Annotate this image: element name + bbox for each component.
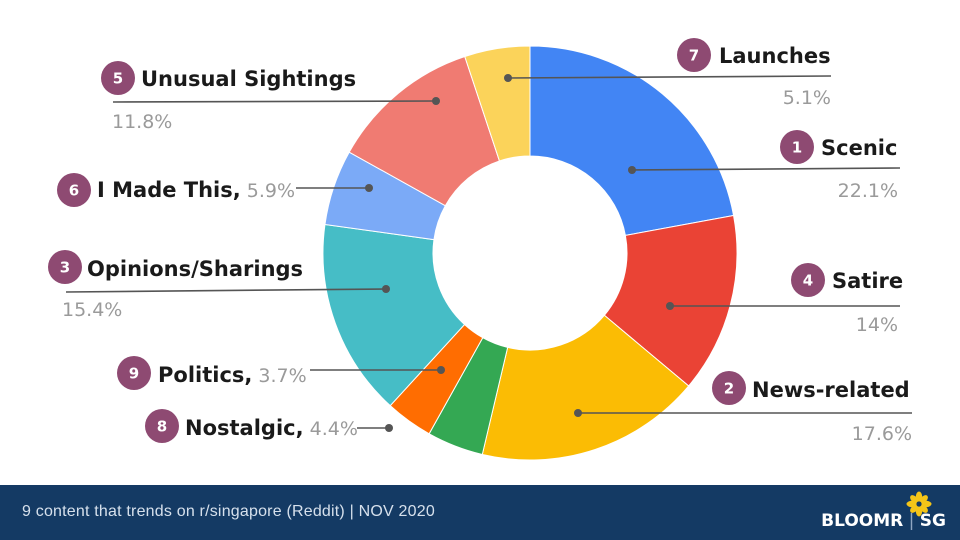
slice-satire [603,214,738,387]
rank-number-scenic: 1 [792,139,802,157]
slice-launches [464,45,531,162]
label-politics: Politics, 3.7% [158,363,307,387]
rank-number-satire: 4 [803,272,813,290]
brand-suffix: SG [919,511,946,531]
label-news-related: News-related [752,378,910,402]
label-name-scenic: Scenic [821,136,897,160]
rank-badge-unusual-sightings [101,61,135,95]
leader-line-unusual-sightings [112,100,437,103]
leader-dot-satire [666,302,674,310]
label-name-news-related: News-related [752,378,910,402]
label-pct-opinions-sharings: 15.4% [62,299,122,321]
leader-line-opinions-sharings [65,288,387,293]
footer-caption: 9 content that trends on r/singapore (Re… [22,503,435,520]
label-pct-news-related: 17.6% [852,423,912,445]
brand-wordmark: BLOOMR | SG [821,511,946,531]
rank-number-i-made-this: 6 [69,182,79,200]
label-name-i-made-this: I Made This, [97,178,241,202]
label-name-nostalgic: Nostalgic, [185,416,304,440]
label-pct-launches: 5.1% [783,87,831,109]
slice-labels: 7 Launches 5.1% 1 Scenic 22.1% 4 Satire 14% 2 News… [48,38,912,445]
label-name-unusual-sightings: Unusual Sightings [141,67,356,91]
label-pct-satire: 14% [856,314,898,336]
leader-dot-nostalgic [385,424,393,432]
label-pct-nostalgic: 4.4% [304,418,358,440]
rank-badge-satire [791,263,825,297]
label-name-satire: Satire [832,269,903,293]
rank-badge-i-made-this [57,173,91,207]
label-launches: Launches [719,44,831,68]
leader-dot-opinions-sharings [382,285,390,293]
label-satire: Satire [832,269,903,293]
brand-divider: | [903,511,920,531]
label-opinions-sharings: Opinions/Sharings [87,257,303,281]
rank-number-launches: 7 [689,47,699,65]
rank-badge-opinions-sharings [48,250,82,284]
leader-dot-i-made-this [365,184,373,192]
leader-dot-scenic [628,166,636,174]
label-name-opinions-sharings: Opinions/Sharings [87,257,303,281]
flower-icon [906,491,932,517]
label-i-made-this: I Made This, 5.9% [97,178,295,202]
rank-badge-news-related [712,371,746,405]
rank-number-unusual-sightings: 5 [113,70,123,88]
label-scenic: Scenic [821,136,897,160]
leader-dot-launches [504,74,512,82]
slice-scenic [529,45,735,237]
leader-lines [65,74,912,432]
label-unusual-sightings: Unusual Sightings [141,67,356,91]
donut-slices [322,45,738,461]
leader-dot-politics [437,366,445,374]
rank-number-nostalgic: 8 [157,418,167,436]
rank-number-politics: 9 [129,365,139,383]
leader-line-launches [507,75,832,79]
label-pct-i-made-this: 5.9% [241,180,295,202]
label-name-launches: Launches [719,44,831,68]
label-nostalgic: Nostalgic, 4.4% [185,416,358,440]
rank-badge-launches [677,38,711,72]
slice-opinions-sharings [322,223,466,407]
label-pct-unusual-sightings: 11.8% [112,111,172,133]
label-name-politics: Politics, [158,363,252,387]
rank-number-news-related: 2 [724,380,734,398]
leader-line-scenic [631,167,901,171]
rank-badge-scenic [780,130,814,164]
leader-dot-unusual-sightings [432,97,440,105]
brand-logo: BLOOMR | SG [821,491,946,537]
leader-dot-news-related [574,409,582,417]
rank-number-opinions-sharings: 3 [60,259,70,277]
slice-news-related [481,314,690,461]
rank-badge-nostalgic [145,409,179,443]
label-pct-scenic: 22.1% [838,180,898,202]
rank-badge-politics [117,356,151,390]
brand-name: BLOOMR [821,511,904,531]
label-pct-politics: 3.7% [252,365,306,387]
footer-bar: 9 content that trends on r/singapore (Re… [0,485,960,540]
donut-chart: 7 Launches 5.1% 1 Scenic 22.1% 4 Satire 14% 2 News… [48,38,912,461]
